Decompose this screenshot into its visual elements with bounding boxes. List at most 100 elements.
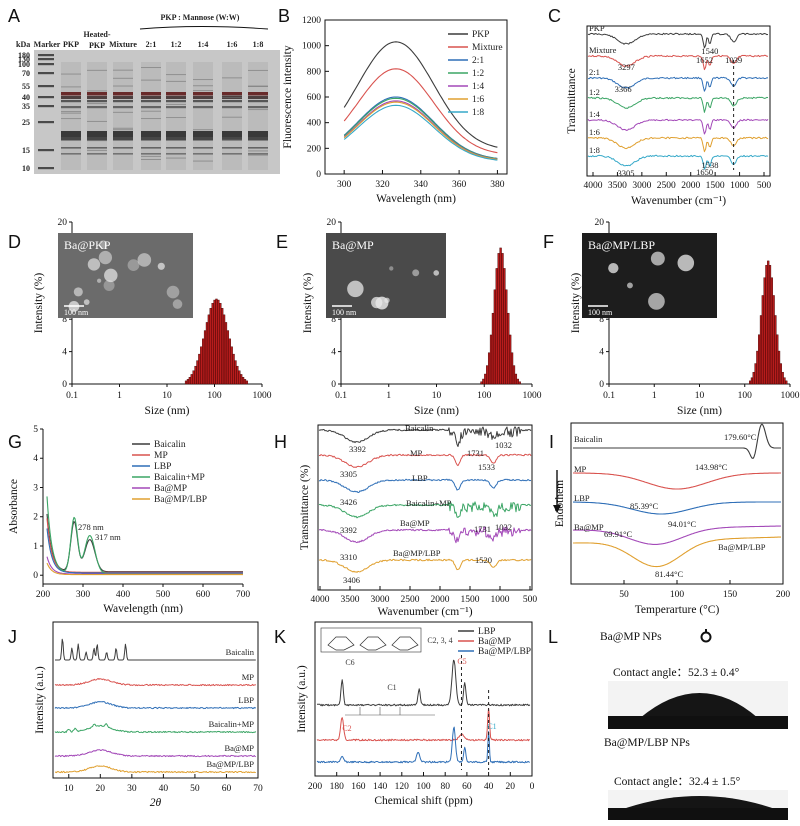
E-histogram-bar (507, 312, 510, 385)
E-histogram-bar (497, 253, 500, 385)
F-xlabel: Size (nm) (677, 405, 722, 417)
H-xlabel: Wavenumber (cm⁻¹) (377, 606, 472, 618)
E-xtick-label: 10 (432, 391, 442, 401)
gel-band (141, 147, 161, 149)
gel-band (61, 73, 81, 75)
gel-band (113, 131, 133, 137)
C-ylabel: Transmittance (566, 68, 578, 133)
E-histogram-bar (501, 253, 504, 385)
K-xtick-label: 100 (416, 782, 431, 792)
gel-band (113, 129, 133, 131)
D-ylabel: Intensity (%) (33, 273, 45, 334)
F-histogram-bar (750, 377, 754, 385)
gel-group-header: PKP : Mannose (W:W) (161, 13, 240, 22)
gel-band (248, 92, 268, 96)
H-series-label: Baicalin+MP (406, 498, 452, 508)
I-series-line (573, 525, 782, 545)
D-xtick-label: 1000 (253, 391, 272, 401)
panel-label-H: H (274, 432, 287, 452)
gel-band (113, 137, 133, 141)
gel-lane-label: PKP (63, 40, 79, 49)
J-series-line (54, 678, 257, 687)
D-histogram-bar (219, 303, 222, 385)
gel-band (113, 100, 133, 103)
G-series-line (46, 513, 243, 573)
D-tem-image (58, 233, 193, 318)
D-histogram-bar (243, 379, 247, 385)
B-xtick-label: 300 (337, 180, 352, 190)
F-histogram-bar (759, 315, 763, 385)
D-histogram-bar (224, 322, 228, 385)
gel-band (193, 90, 213, 92)
gel-band (141, 158, 161, 160)
L-contact-angle-value: Contact angle：52.3 ± 0.4° (613, 667, 740, 679)
J-series-line (54, 723, 257, 734)
D-xtick-label: 0.1 (66, 391, 78, 401)
G-xtick-label: 700 (236, 590, 251, 600)
gel-lane-label: PKP (89, 41, 105, 50)
D-tem-particle (127, 259, 140, 271)
gel-marker-size: 100 (18, 60, 30, 69)
E-tem-particle (375, 296, 389, 310)
gel-band (166, 137, 186, 141)
B-legend-label: 1:2 (472, 69, 484, 79)
gel-marker-band (38, 54, 54, 57)
J-ylabel: Intensity (a.u.) (34, 666, 46, 734)
C-x-tick-label: 1000 (730, 181, 749, 191)
gel-band (113, 127, 133, 129)
K-annotation: C1 (487, 722, 496, 731)
J-xlabel: 2θ (150, 797, 162, 809)
J-series-label: Baicalin+MP (209, 719, 255, 729)
H-annotation: 3426 (340, 497, 357, 507)
L-substrate (608, 716, 788, 729)
I-annotation: 179.60°C (724, 432, 757, 442)
J-series-label: Ba@MP/LBP (206, 759, 254, 769)
C-series-label: 1:2 (589, 87, 600, 97)
gel-band (166, 106, 186, 108)
D-histogram-bar (211, 303, 214, 385)
I-series-line (573, 423, 781, 459)
D-histogram-bar (205, 322, 209, 385)
gel-band (87, 140, 107, 142)
G-xtick-label: 300 (76, 590, 91, 600)
D-histogram-bar (234, 360, 237, 385)
panel-label-E: E (276, 232, 288, 252)
G-series-line (46, 518, 243, 573)
D-scale-label: 100 nm (64, 308, 89, 317)
D-histogram-bar (202, 338, 205, 385)
gel-marker-size: 10 (22, 164, 30, 173)
K-xtick-label: 180 (330, 782, 345, 792)
C-annotation: 1538 (701, 160, 718, 170)
plot-frame-H (317, 424, 533, 591)
C-annotation: 3305 (618, 168, 635, 178)
D-xtick-label: 100 (207, 391, 222, 401)
G-xlabel: Wavelength (nm) (103, 603, 183, 615)
G-xtick-label: 200 (36, 590, 51, 600)
K-annotation: C5 (457, 657, 466, 666)
I-annotation: 85.39°C (630, 501, 659, 511)
F-tem-particle (648, 292, 665, 310)
J-series-label: Baicalin (226, 647, 255, 657)
gel-lane-smear (222, 62, 242, 170)
K-sugar-ring (391, 636, 419, 651)
G-ytick-label: 4 (33, 454, 38, 464)
gel-band (193, 85, 213, 87)
E-histogram-bar (514, 373, 518, 385)
E-xtick-label: 1 (386, 391, 391, 401)
J-series-label: MP (242, 672, 255, 682)
D-histogram-bar (245, 380, 249, 385)
D-tem-particle (87, 258, 101, 271)
gel-band (141, 155, 161, 157)
D-histogram-bar (238, 370, 241, 385)
gel-band (61, 137, 81, 141)
panel-label-A: A (8, 6, 20, 26)
gel-marker-band (38, 121, 54, 124)
K-structure-sketch (320, 627, 435, 716)
D-histogram-bar (215, 298, 218, 385)
K-xtick-label: 0 (530, 782, 535, 792)
J-xtick-label: 30 (127, 784, 137, 794)
H-annotation: 1731 (467, 448, 484, 458)
E-inset-label: Ba@MP (332, 238, 374, 252)
F-xtick-label: 1 (652, 391, 657, 401)
